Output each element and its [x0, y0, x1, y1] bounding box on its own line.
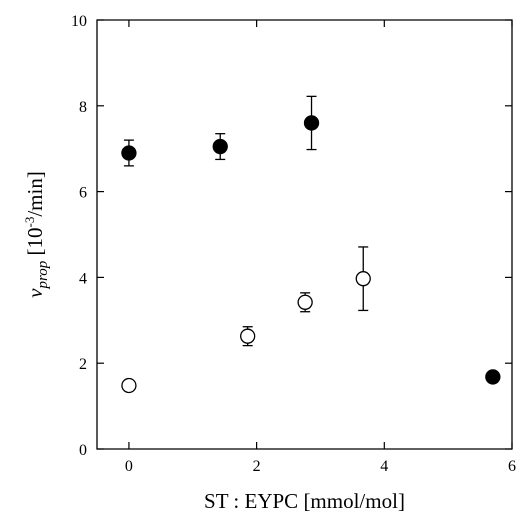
y-axis-unit-close: /min] [23, 171, 47, 217]
data-point-filled [485, 369, 501, 385]
x-tick-label: 2 [253, 458, 261, 475]
data-point-open [240, 328, 256, 344]
data-point-filled [212, 138, 228, 155]
data-point-open [297, 294, 313, 310]
y-axis-unit-open: [10 [23, 227, 47, 260]
y-axis-symbol: v [23, 288, 47, 298]
data-point-open [121, 377, 137, 394]
tick-label-group: 0 2 4 6 0 2 4 6 8 10 [71, 13, 516, 475]
data-point-open [355, 271, 371, 287]
y-tick-label: 4 [79, 270, 87, 287]
x-axis-label: ST : EYPC [mmol/mol] [204, 489, 405, 513]
y-axis-subscript: prop [35, 260, 51, 289]
series-filled [121, 95, 501, 385]
x-tick-label: 0 [125, 458, 133, 475]
series-open [121, 246, 371, 394]
plot-border [96, 19, 513, 450]
y-tick-label: 8 [79, 99, 87, 116]
y-tick-label: 10 [71, 13, 87, 30]
x-tick-label: 4 [380, 458, 388, 475]
data-point-filled [121, 145, 137, 161]
y-axis-exponent: -3 [22, 217, 37, 228]
tick-group [97, 19, 513, 450]
y-axis-label: vprop [10-3/min] [22, 171, 51, 298]
y-tick-label: 2 [79, 356, 87, 373]
plot-frame [96, 19, 513, 450]
x-tick-label: 6 [508, 458, 516, 475]
data-marks [121, 95, 501, 394]
y-tick-label: 6 [79, 185, 87, 202]
data-point-filled [303, 115, 320, 131]
y-tick-label: 0 [79, 442, 87, 459]
